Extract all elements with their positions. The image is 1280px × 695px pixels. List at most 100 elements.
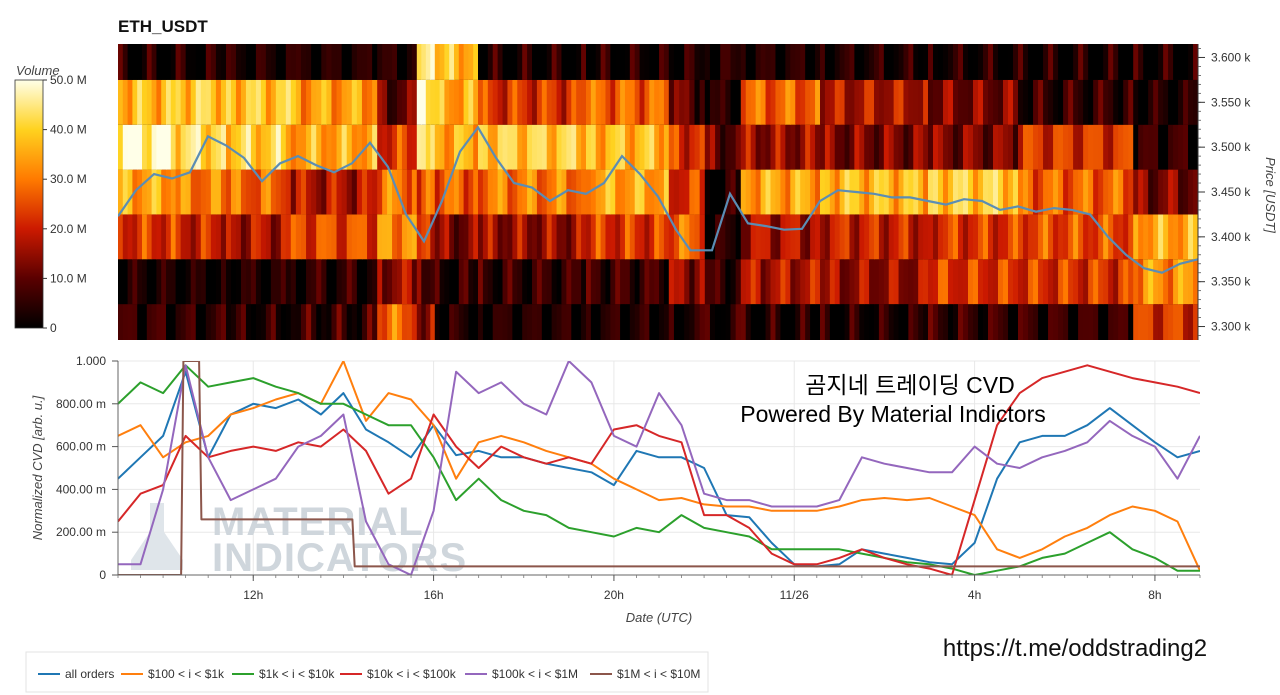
heat-cell xyxy=(156,44,162,80)
heat-cell xyxy=(416,259,422,305)
heat-cell xyxy=(326,214,333,260)
heat-cell xyxy=(492,124,499,170)
heat-cell xyxy=(290,44,297,80)
heat-cell xyxy=(978,79,984,125)
heat-cell xyxy=(1033,214,1039,260)
heat-cell xyxy=(265,124,272,170)
heat-cell xyxy=(1028,124,1034,170)
heat-cell xyxy=(815,304,821,340)
heat-cell xyxy=(958,214,964,260)
heat-cell xyxy=(948,44,954,80)
heat-cell xyxy=(463,259,469,305)
heat-cell xyxy=(434,304,441,340)
heat-cell xyxy=(336,44,343,80)
heat-cell xyxy=(864,79,870,125)
heat-cell xyxy=(411,124,418,170)
heat-cell xyxy=(760,214,767,260)
heat-cell xyxy=(1173,169,1179,215)
heat-cell xyxy=(478,169,484,215)
heat-cell xyxy=(137,214,143,260)
heat-cell xyxy=(750,79,757,125)
heat-cell xyxy=(1118,79,1124,125)
heat-cell xyxy=(620,259,626,305)
heat-cell xyxy=(1093,169,1099,215)
heat-cell xyxy=(740,304,747,340)
heat-cell xyxy=(1183,124,1189,170)
heat-cell xyxy=(795,304,801,340)
heat-cell xyxy=(805,214,811,260)
heat-cell xyxy=(336,214,343,260)
heat-cell xyxy=(210,44,217,80)
heat-cell xyxy=(968,44,974,80)
heat-cell xyxy=(507,304,513,340)
heat-cell xyxy=(654,124,660,170)
heat-cell xyxy=(730,169,737,215)
heat-cell xyxy=(673,44,680,80)
heat-cell xyxy=(556,304,563,340)
heat-cell xyxy=(948,214,954,260)
heat-cell xyxy=(1093,79,1099,125)
heat-cell xyxy=(1123,304,1129,340)
heat-cell xyxy=(1073,124,1079,170)
telegram-url[interactable]: https://t.me/oddstrading2 xyxy=(943,635,1207,662)
heat-cell xyxy=(561,124,567,170)
heat-cell xyxy=(973,44,979,80)
heat-cell xyxy=(1033,304,1039,340)
heat-cell xyxy=(918,214,924,260)
heat-cell xyxy=(1053,169,1059,215)
heat-cell xyxy=(605,214,611,260)
cvd-x-tick-label: 11/26 xyxy=(780,588,809,602)
heat-cell xyxy=(1093,124,1099,170)
heat-cell xyxy=(1018,304,1024,340)
heat-cell xyxy=(928,304,934,340)
heat-cell xyxy=(235,259,242,305)
heat-cell xyxy=(1043,124,1049,170)
heat-cell xyxy=(639,44,646,80)
heat-cell xyxy=(1173,124,1179,170)
heat-cell xyxy=(740,44,747,80)
heat-cell xyxy=(522,259,528,305)
heat-cell xyxy=(1033,79,1039,125)
heat-cell xyxy=(132,44,138,80)
heat-cell xyxy=(983,304,989,340)
heat-cell xyxy=(1088,79,1094,125)
heat-cell xyxy=(295,169,302,215)
heat-cell xyxy=(820,44,826,80)
legend: all orders $100 < i < $1k $1k < i < $10k $1… xyxy=(38,667,700,681)
heat-cell xyxy=(250,304,257,340)
heat-cell xyxy=(844,124,851,170)
heat-cell xyxy=(122,169,129,215)
heat-cell xyxy=(449,79,455,125)
heat-cell xyxy=(341,169,348,215)
heat-cell xyxy=(166,44,172,80)
heat-cell xyxy=(629,304,636,340)
heat-cell xyxy=(280,79,287,125)
heat-cell xyxy=(963,44,969,80)
heat-cell xyxy=(142,79,148,125)
heat-cell xyxy=(586,259,592,305)
heat-cell xyxy=(854,304,860,340)
heat-cell xyxy=(810,259,816,305)
heat-cell xyxy=(805,124,811,170)
heat-cell xyxy=(215,169,222,215)
heat-cell xyxy=(411,259,418,305)
heat-cell xyxy=(883,304,890,340)
heat-cell xyxy=(829,79,836,125)
heat-cell xyxy=(978,124,984,170)
heat-cell xyxy=(1038,304,1044,340)
heat-cell xyxy=(968,214,974,260)
heat-cell xyxy=(948,79,954,125)
heat-cell xyxy=(561,44,567,80)
heat-cell xyxy=(973,169,979,215)
heat-cell xyxy=(1193,214,1198,260)
heat-cell xyxy=(185,124,192,170)
heat-cell xyxy=(336,169,343,215)
heat-cell xyxy=(1168,259,1174,305)
heat-cell xyxy=(532,304,538,340)
heat-cell xyxy=(502,169,509,215)
heat-cell xyxy=(321,169,327,215)
heat-cell xyxy=(998,79,1004,125)
heat-cell xyxy=(401,44,408,80)
heat-cell xyxy=(180,304,187,340)
heat-cell xyxy=(704,79,711,125)
